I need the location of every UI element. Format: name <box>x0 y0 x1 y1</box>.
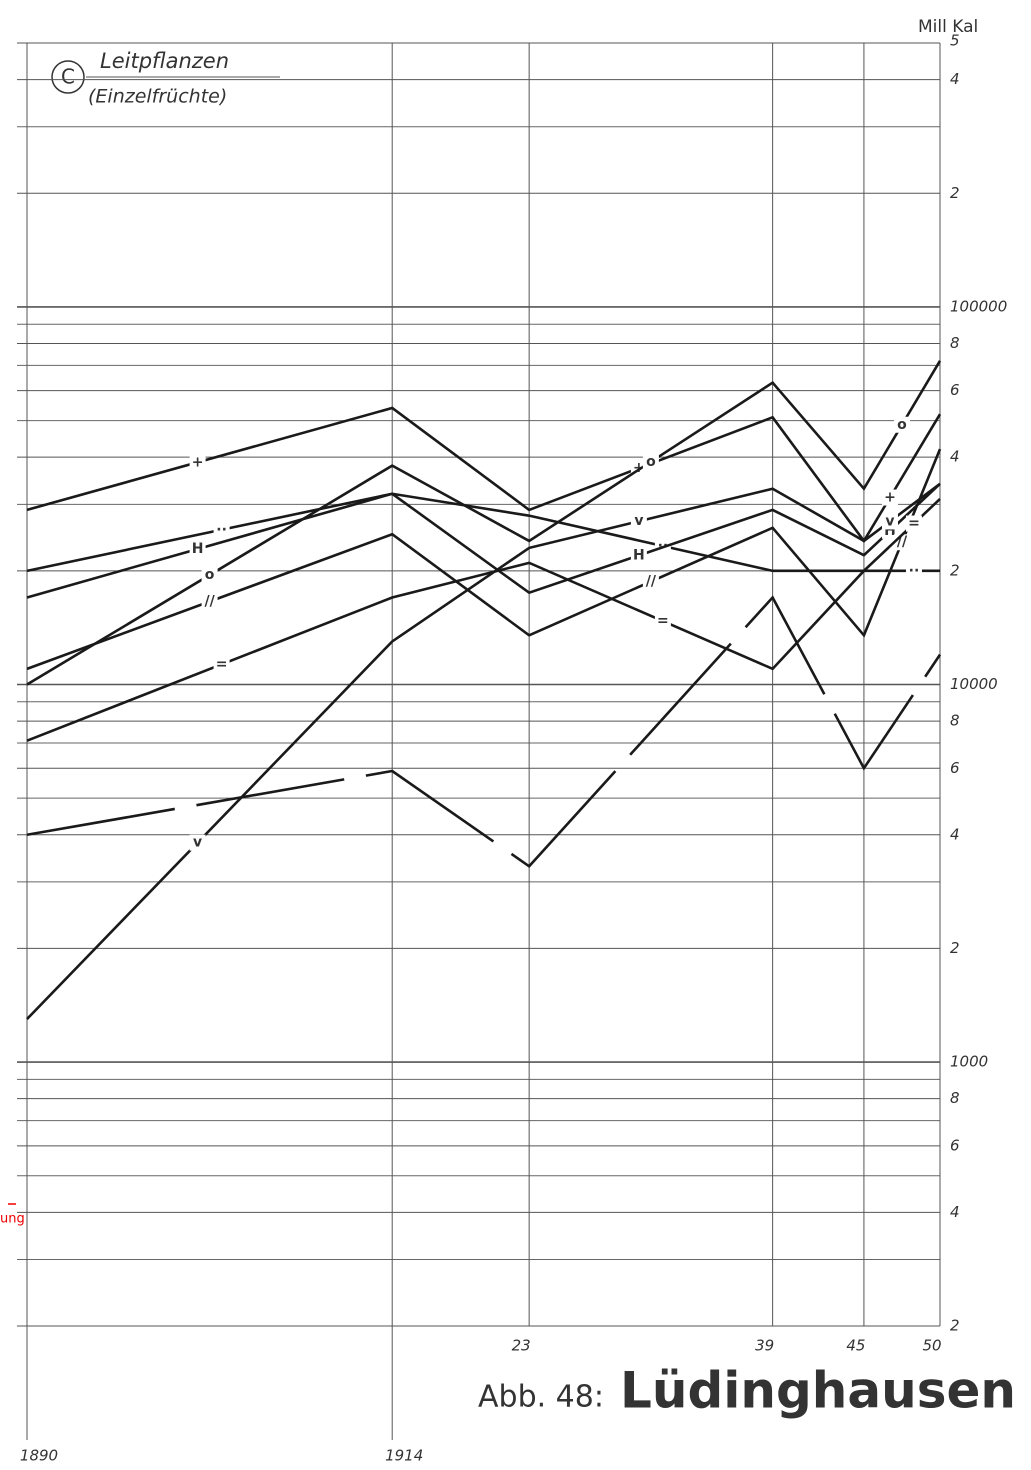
series-marker: = <box>657 613 669 629</box>
series-marker: H <box>633 547 645 563</box>
series-marker: v <box>634 513 643 529</box>
subtitle-note: (Einzelfrüchte) <box>88 86 227 108</box>
series-line <box>26 595 942 869</box>
marker-bg <box>213 521 230 538</box>
series-marker: // <box>897 534 908 550</box>
marker-bg <box>201 567 218 584</box>
marker-bg <box>189 834 206 851</box>
y-tick-label: 6 <box>950 759 960 777</box>
series-line <box>26 498 941 742</box>
y-tick-label: 8 <box>950 712 960 730</box>
series-marker: + <box>884 490 896 506</box>
series-marker: + <box>192 454 204 470</box>
series-line <box>26 482 941 1020</box>
y-tick-label: 2 <box>950 184 960 202</box>
marker-bg <box>893 416 910 433</box>
chart-title: Lüdinghausen <box>620 1362 1016 1420</box>
y-tick-label: 6 <box>950 381 960 399</box>
marker-bg <box>213 656 230 673</box>
y-tick-label: 8 <box>950 1089 960 1107</box>
series-marker: H <box>192 541 204 557</box>
marker-bg <box>642 573 659 590</box>
series-marker: = <box>216 656 228 672</box>
y-tick-label: 4 <box>950 448 960 466</box>
marker-bg <box>630 513 647 530</box>
y-tick-label: 2 <box>950 561 960 579</box>
marker-bg <box>654 613 671 630</box>
marker-bg <box>905 515 922 532</box>
x-tick-label: 39 <box>755 1337 774 1355</box>
panel-circle <box>51 60 85 94</box>
x-tick-label: 1914 <box>385 1447 423 1465</box>
series-marker: v <box>885 513 894 529</box>
y-tick-label: 2 <box>950 1317 960 1335</box>
series-line <box>26 492 940 573</box>
marker-bg <box>189 454 206 471</box>
marker-bg <box>201 593 218 610</box>
series-marker: ·· <box>216 522 227 538</box>
y-tick-label: 8 <box>950 334 960 352</box>
y-tick-label: 10000 <box>950 675 998 693</box>
x-tick-label: 45 <box>846 1337 865 1355</box>
series-line <box>26 406 942 544</box>
y-tick-label: 4 <box>950 1203 960 1221</box>
series-marker: // <box>204 594 215 610</box>
series-marker: H <box>884 523 896 539</box>
series-marker: ·· <box>909 563 920 579</box>
x-tick-label: 50 <box>922 1337 941 1355</box>
y-tick-label: 6 <box>950 1136 960 1154</box>
marker-bg <box>881 489 898 506</box>
series-marker: o <box>646 454 656 470</box>
y-tick-label: 2 <box>950 939 960 957</box>
series-marker: v <box>193 835 202 851</box>
annotation: ung <box>0 1212 25 1227</box>
marker-bg <box>905 562 922 579</box>
marker-bg <box>881 513 898 530</box>
subtitle: Leitpflanzen <box>100 49 229 73</box>
marker-bg <box>642 453 659 470</box>
y-tick-label: 5 <box>950 32 960 50</box>
y-tick-label: 4 <box>950 825 960 843</box>
series-line <box>26 482 941 599</box>
y-tick-label: 1000 <box>950 1053 988 1071</box>
x-tick-label: 1890 <box>20 1447 58 1465</box>
series-marker: o <box>205 567 215 583</box>
series-marker: // <box>646 574 657 590</box>
marker-bg <box>189 541 206 558</box>
panel-label: C <box>61 65 75 89</box>
marker-bg <box>630 547 647 564</box>
figure-label: Abb. 48: <box>478 1380 604 1415</box>
y-axis-label: Mill Kal <box>918 17 978 37</box>
y-tick-label: 4 <box>950 70 960 88</box>
series-marker: = <box>908 516 920 532</box>
series-marker: o <box>897 417 907 433</box>
y-tick-label: 100000 <box>950 297 1007 315</box>
x-tick-label: 23 <box>512 1337 531 1355</box>
